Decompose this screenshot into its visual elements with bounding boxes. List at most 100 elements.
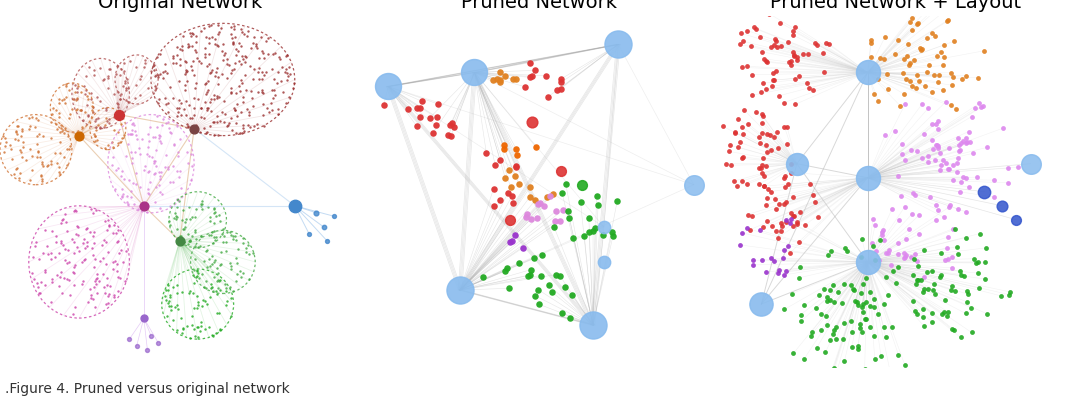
Point [60, 133, 77, 140]
Point [256, 69, 274, 75]
Point [114, 111, 131, 117]
Point [523, 215, 540, 222]
Point [726, 129, 744, 135]
Point [190, 333, 207, 340]
Point [761, 11, 778, 17]
Point [87, 256, 104, 262]
Point [271, 56, 289, 62]
Point [300, 231, 318, 237]
Point [216, 119, 233, 126]
Point [48, 107, 65, 113]
Point [920, 286, 937, 292]
Point [254, 90, 271, 96]
Point [200, 255, 217, 262]
Point [57, 219, 74, 225]
Point [753, 130, 770, 136]
Point [850, 343, 867, 350]
Point [79, 96, 97, 103]
Point [215, 56, 232, 63]
Point [182, 30, 200, 36]
Point [13, 149, 30, 155]
Point [923, 89, 940, 95]
Point [210, 211, 227, 218]
Point [751, 180, 768, 187]
Point [224, 40, 241, 47]
Point [75, 240, 92, 246]
Point [743, 42, 760, 49]
Point [248, 120, 265, 127]
Point [161, 125, 178, 132]
Point [174, 226, 191, 233]
Point [205, 258, 222, 265]
Point [165, 142, 182, 148]
Point [73, 280, 90, 287]
Point [79, 299, 97, 305]
Point [210, 284, 227, 291]
Point [225, 38, 242, 45]
Point [76, 82, 93, 89]
Point [750, 165, 767, 171]
Point [544, 191, 561, 197]
Point [207, 41, 224, 48]
Point [118, 86, 135, 93]
Point [114, 186, 131, 192]
Point [777, 199, 794, 205]
Point [52, 138, 69, 145]
Point [61, 259, 78, 265]
Point [32, 279, 49, 286]
Point [580, 229, 598, 235]
Point [608, 198, 626, 204]
Point [842, 282, 859, 288]
Point [822, 297, 839, 303]
Point [183, 322, 201, 329]
Point [103, 139, 120, 145]
Point [5, 171, 23, 177]
Point [69, 222, 86, 229]
Point [765, 41, 782, 48]
Point [54, 128, 71, 134]
Point [86, 133, 103, 139]
Point [200, 204, 217, 210]
Point [142, 124, 159, 131]
Point [308, 210, 325, 216]
Point [975, 47, 993, 54]
Point [71, 248, 88, 255]
Point [117, 78, 134, 84]
Point [563, 292, 580, 299]
Point [965, 150, 982, 157]
Point [207, 209, 224, 216]
Point [30, 255, 47, 262]
Point [85, 296, 102, 302]
Point [69, 244, 86, 251]
Point [844, 286, 862, 292]
Point [250, 64, 267, 71]
Point [95, 123, 113, 130]
Point [969, 174, 986, 180]
Point [162, 294, 179, 301]
Point [234, 55, 251, 62]
Point [957, 175, 974, 182]
Point [561, 215, 578, 221]
Point [99, 226, 116, 233]
Title: Pruned Network: Pruned Network [461, 0, 617, 12]
Point [557, 181, 574, 187]
Point [765, 69, 782, 76]
Point [214, 48, 231, 54]
Point [224, 233, 241, 239]
Point [188, 304, 205, 311]
Point [192, 243, 209, 249]
Point [445, 124, 462, 130]
Point [881, 247, 898, 254]
Point [227, 254, 245, 261]
Point [237, 86, 254, 93]
Point [255, 122, 273, 129]
Point [112, 72, 129, 78]
Point [259, 105, 276, 111]
Point [95, 284, 113, 290]
Point [170, 197, 187, 203]
Point [99, 293, 116, 300]
Point [128, 343, 145, 349]
Point [63, 106, 80, 112]
Point [226, 107, 244, 113]
Point [156, 95, 173, 101]
